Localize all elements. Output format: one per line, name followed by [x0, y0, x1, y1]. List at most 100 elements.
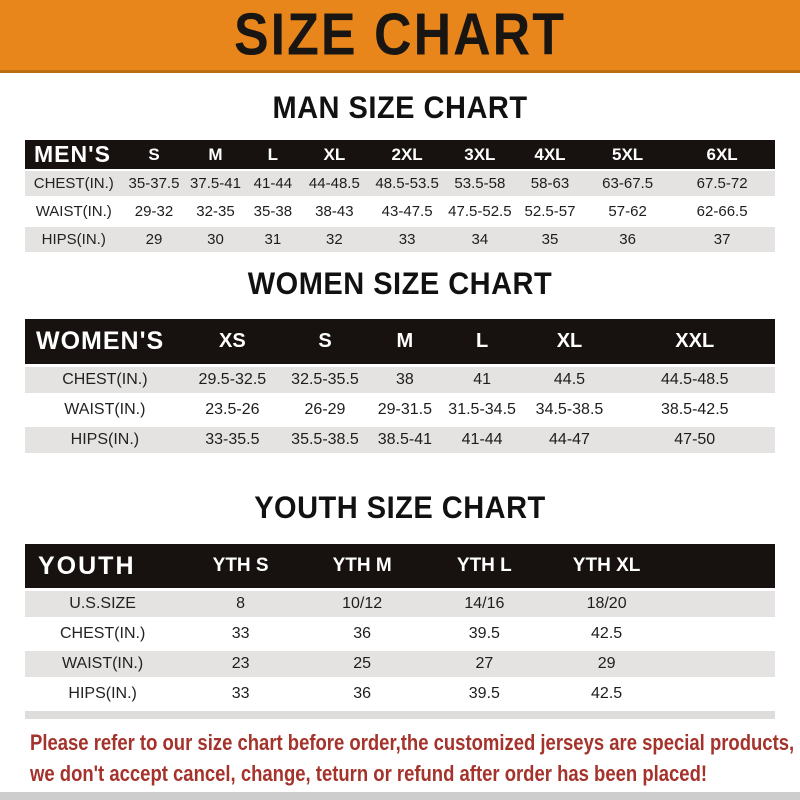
size-cell: 25 — [301, 647, 424, 677]
size-column-header: 5XL — [585, 140, 670, 169]
size-cell: 44-48.5 — [300, 169, 369, 196]
size-cell: 10/12 — [301, 588, 424, 617]
row-label: HIPS(IN.) — [25, 224, 123, 252]
size-cell: 47.5-52.5 — [445, 196, 514, 224]
size-column-header: YTH L — [423, 544, 546, 588]
bottom-edge-strip — [0, 792, 800, 800]
size-cell: 63-67.5 — [585, 169, 670, 196]
table-row: HIPS(IN.) 33 36 39.5 42.5 — [25, 677, 775, 707]
table-row: CHEST(IN.) 29.5-32.5 32.5-35.5 38 41 44.5 44.5… — [25, 364, 775, 393]
size-cell: 36 — [301, 617, 424, 647]
row-label: CHEST(IN.) — [25, 617, 181, 647]
cell-filler — [667, 617, 775, 647]
size-cell: 37.5-41 — [185, 169, 246, 196]
youth-size-table-container: YOUTH YTH S YTH M YTH L YTH XL U.S.SIZE 8 10/12… — [25, 544, 775, 719]
size-cell: 67.5-72 — [669, 169, 775, 196]
size-cell: 32-35 — [185, 196, 246, 224]
men-size-table-container: MEN'S S M L XL 2XL 3XL 4XL 5XL 6XL CHEST(IN.) 35-37… — [25, 140, 775, 252]
size-cell: 33 — [180, 677, 301, 707]
size-cell: 29.5-32.5 — [184, 364, 280, 393]
youth-group-label: YOUTH — [25, 544, 181, 588]
men-group-label: MEN'S — [25, 140, 123, 169]
size-cell: 41-44 — [439, 423, 525, 453]
size-column-header: M — [185, 140, 246, 169]
size-cell: 39.5 — [423, 677, 546, 707]
size-cell: 57-62 — [585, 196, 670, 224]
size-column-header: 4XL — [513, 140, 586, 169]
size-cell: 26-29 — [279, 393, 370, 423]
size-cell: 38-43 — [300, 196, 369, 224]
size-cell: 32 — [300, 224, 369, 252]
size-cell: 29-32 — [122, 196, 186, 224]
size-cell: 34 — [445, 224, 514, 252]
cell-filler — [667, 647, 775, 677]
size-cell: 53.5-58 — [445, 169, 514, 196]
size-cell: 33 — [368, 224, 446, 252]
size-column-header: 3XL — [445, 140, 514, 169]
size-column-header: XL — [524, 319, 615, 364]
row-label: CHEST(IN.) — [25, 364, 185, 393]
size-column-header: L — [245, 140, 301, 169]
cell-filler — [667, 588, 775, 617]
size-cell: 35.5-38.5 — [279, 423, 370, 453]
row-label: HIPS(IN.) — [25, 677, 181, 707]
size-cell: 44.5 — [524, 364, 615, 393]
header-filler — [667, 544, 775, 588]
size-cell: 8 — [180, 588, 301, 617]
size-header-row: YOUTH YTH S YTH M YTH L YTH XL — [25, 544, 775, 588]
size-cell: 32.5-35.5 — [279, 364, 370, 393]
size-cell: 31 — [245, 224, 301, 252]
row-label: U.S.SIZE — [25, 588, 181, 617]
table-row: CHEST(IN.) 35-37.5 37.5-41 41-44 44-48.5 48.5… — [25, 169, 775, 196]
size-column-header: 2XL — [368, 140, 446, 169]
women-size-table-container: WOMEN'S XS S M L XL XXL CHEST(IN.) 29.5-32.5 32.5… — [25, 319, 775, 453]
size-cell: 47-50 — [614, 423, 775, 453]
size-column-header: YTH M — [301, 544, 424, 588]
size-column-header: YTH S — [180, 544, 301, 588]
size-cell: 27 — [423, 647, 546, 677]
table-row: HIPS(IN.) 29 30 31 32 33 34 35 36 37 — [25, 224, 775, 252]
size-cell: 36 — [585, 224, 670, 252]
size-cell: 29 — [122, 224, 186, 252]
size-cell: 62-66.5 — [669, 196, 775, 224]
row-label: WAIST(IN.) — [25, 647, 181, 677]
size-cell: 35-38 — [245, 196, 301, 224]
size-cell: 30 — [185, 224, 246, 252]
size-cell: 35 — [513, 224, 586, 252]
size-cell: 41-44 — [245, 169, 301, 196]
size-cell: 36 — [301, 677, 424, 707]
youth-size-chart-title: YOUTH SIZE CHART — [254, 490, 546, 526]
row-label: HIPS(IN.) — [25, 423, 185, 453]
table-bottom-strip — [25, 707, 775, 719]
size-header-row: WOMEN'S XS S M L XL XXL — [25, 319, 775, 364]
size-cell: 33 — [180, 617, 301, 647]
size-cell: 58-63 — [513, 169, 586, 196]
size-cell: 34.5-38.5 — [524, 393, 615, 423]
size-cell: 29 — [545, 647, 668, 677]
size-column-header: XXL — [614, 319, 775, 364]
size-cell: 37 — [669, 224, 775, 252]
size-cell: 42.5 — [545, 617, 668, 647]
size-column-header: M — [369, 319, 440, 364]
size-cell: 14/16 — [423, 588, 546, 617]
size-cell: 18/20 — [545, 588, 668, 617]
table-bottom-strip-cell — [25, 707, 775, 719]
row-label: WAIST(IN.) — [25, 393, 185, 423]
size-cell: 33-35.5 — [184, 423, 280, 453]
size-column-header: S — [279, 319, 370, 364]
table-row: WAIST(IN.) 23 25 27 29 — [25, 647, 775, 677]
size-cell: 41 — [439, 364, 525, 393]
size-cell: 38.5-42.5 — [614, 393, 775, 423]
size-cell: 52.5-57 — [513, 196, 586, 224]
size-cell: 44.5-48.5 — [614, 364, 775, 393]
man-size-chart-title: MAN SIZE CHART — [272, 90, 528, 126]
size-column-header: XL — [300, 140, 369, 169]
women-size-table: WOMEN'S XS S M L XL XXL CHEST(IN.) 29.5-32.5 32.5… — [25, 319, 775, 453]
table-row: WAIST(IN.) 23.5-26 26-29 29-31.5 31.5-34.5 34… — [25, 393, 775, 423]
size-column-header: 6XL — [669, 140, 775, 169]
size-cell: 31.5-34.5 — [439, 393, 525, 423]
table-row: WAIST(IN.) 29-32 32-35 35-38 38-43 43-47.5 47.… — [25, 196, 775, 224]
size-cell: 48.5-53.5 — [368, 169, 446, 196]
size-cell: 23 — [180, 647, 301, 677]
youth-size-table: YOUTH YTH S YTH M YTH L YTH XL U.S.SIZE 8 10/12… — [25, 544, 775, 719]
